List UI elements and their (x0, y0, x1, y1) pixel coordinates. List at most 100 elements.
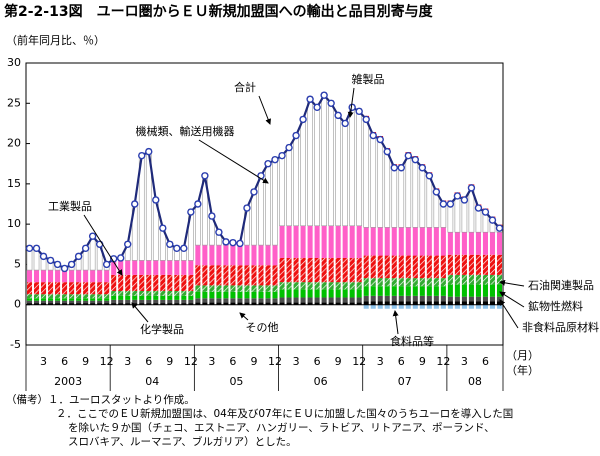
bar-segment (412, 286, 418, 296)
bar-segment (83, 303, 89, 305)
bar-segment (328, 103, 334, 227)
bar-segment (33, 303, 40, 305)
bar-segment (90, 270, 96, 283)
bar-segment (111, 291, 117, 296)
bar-segment (26, 248, 33, 271)
bar-segment (223, 291, 229, 299)
bar-segment (321, 302, 327, 305)
bar-segment (342, 282, 348, 290)
note: ２．ここでのＥＵ新規加盟国は、04年及び07年にＥＵに加盟した国々のうちユーロを… (56, 407, 513, 420)
bar-segment (76, 298, 82, 301)
year-label: 05 (229, 375, 243, 388)
bar-segment (433, 191, 440, 228)
bar-segment (426, 286, 432, 296)
bar-segment (237, 265, 243, 286)
bar-segment (146, 260, 152, 275)
bar-segment (167, 291, 173, 296)
bar-segment (48, 282, 54, 295)
bar-segment (244, 298, 250, 303)
bar-segment (482, 254, 488, 275)
bar-segment (265, 265, 271, 286)
bar-segment (391, 255, 397, 279)
bar-segment (440, 295, 446, 302)
bar-segment (76, 303, 82, 305)
bar-segment (230, 285, 236, 292)
bar-segment (237, 298, 243, 303)
x-tick-label: 12 (100, 355, 114, 368)
bar-segment (377, 304, 383, 309)
leader-line (347, 87, 355, 118)
bar-segment (384, 286, 390, 296)
total-marker (236, 239, 244, 248)
bar-segment (286, 289, 292, 298)
total-marker (341, 119, 349, 128)
bar-segment (384, 301, 390, 305)
bar-segment (419, 227, 425, 256)
bar-segment (286, 297, 292, 303)
bar-segment (461, 274, 467, 285)
bar-segment (468, 254, 474, 275)
bar-segment (26, 294, 33, 299)
x-tick-label: 9 (166, 355, 173, 368)
bar-segment (391, 167, 398, 228)
bar-segment (188, 299, 194, 304)
x-tick-label: 12 (184, 355, 198, 368)
bar-segment (251, 302, 257, 305)
x-tick-label: 12 (268, 355, 282, 368)
series-label: 工業製品 (48, 199, 92, 213)
y-tick-label: 10 (7, 217, 21, 230)
bar-segment (125, 303, 131, 305)
bar-segment (33, 294, 40, 299)
total-marker (74, 252, 83, 261)
bar-segment (90, 303, 96, 305)
bar-segment (391, 286, 397, 296)
total-marker (187, 208, 195, 216)
bar-segment (363, 295, 369, 302)
bar-segment (279, 257, 285, 283)
bar-segment (195, 285, 201, 292)
bar-segment (209, 298, 215, 303)
bar-segment (363, 304, 369, 309)
leader-line (499, 279, 525, 287)
bar-segment (440, 255, 446, 279)
bar-segment (62, 303, 68, 305)
bar-segment (202, 302, 208, 305)
bar-segment (90, 282, 96, 295)
bar-segment (55, 282, 61, 295)
bar-segment (33, 270, 40, 283)
bar-segment (26, 300, 33, 304)
bar-segment (90, 294, 96, 299)
total-marker (81, 244, 90, 253)
bar-segment (132, 299, 138, 304)
note: を除いた９か国（チェコ、エストニア、ハンガリー、ラトビア、リトアニア、ポーランド… (68, 421, 495, 434)
bar-segment (41, 303, 47, 305)
bar-segment (405, 155, 412, 228)
bar-segment (475, 232, 481, 255)
bar-segment (293, 225, 299, 258)
bar-segment (258, 265, 264, 286)
total-marker (53, 260, 62, 269)
bar-segment (391, 304, 397, 309)
bar-segment (216, 245, 222, 266)
bar-segment (454, 296, 460, 302)
bar-segment (272, 265, 278, 286)
bar-segment (447, 301, 453, 305)
bar-segment (69, 270, 75, 283)
bar-segment (321, 95, 327, 227)
bar-segment (97, 282, 103, 295)
bar-segment (125, 299, 131, 304)
bar-segment (475, 254, 481, 275)
bar-segment (426, 304, 432, 309)
bar-segment (475, 301, 481, 305)
bar-segment (48, 298, 54, 301)
series-label: 非食料品原材料 (522, 320, 599, 334)
bar-segment (433, 286, 439, 296)
bar-segment (104, 303, 110, 305)
bar-segment (258, 291, 264, 299)
bar-segment (286, 148, 292, 227)
bar-segment (279, 156, 285, 227)
bar-segment (433, 227, 439, 256)
total-marker (116, 254, 125, 262)
bar-segment (356, 302, 362, 305)
bar-segment (174, 303, 180, 305)
